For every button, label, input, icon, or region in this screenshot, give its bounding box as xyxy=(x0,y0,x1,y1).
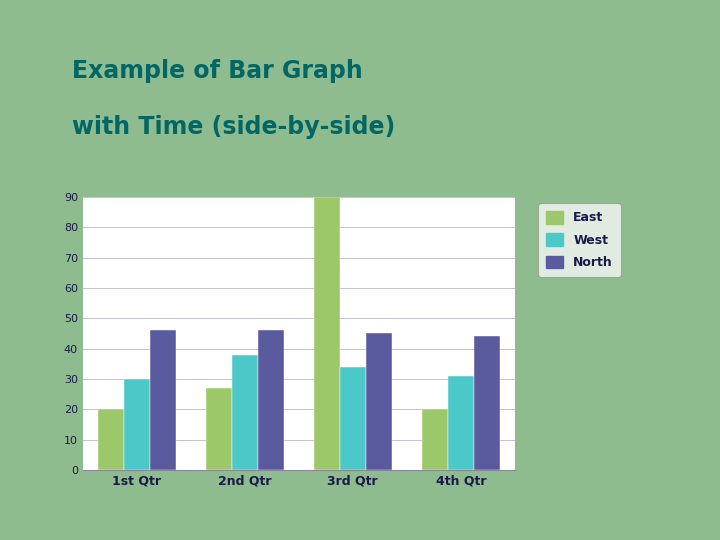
Legend: East, West, North: East, West, North xyxy=(539,204,621,276)
Bar xyxy=(448,376,474,470)
Bar xyxy=(232,355,258,470)
Bar xyxy=(314,197,340,470)
Bar xyxy=(422,409,448,470)
Text: with Time (side-by-side): with Time (side-by-side) xyxy=(72,116,395,139)
Bar xyxy=(258,330,284,470)
Bar xyxy=(340,367,366,470)
Bar xyxy=(98,409,124,470)
Text: Example of Bar Graph: Example of Bar Graph xyxy=(72,59,363,83)
Bar xyxy=(206,388,232,470)
Bar xyxy=(474,336,500,470)
Bar xyxy=(124,379,150,470)
Bar xyxy=(366,333,392,470)
Bar xyxy=(150,330,176,470)
